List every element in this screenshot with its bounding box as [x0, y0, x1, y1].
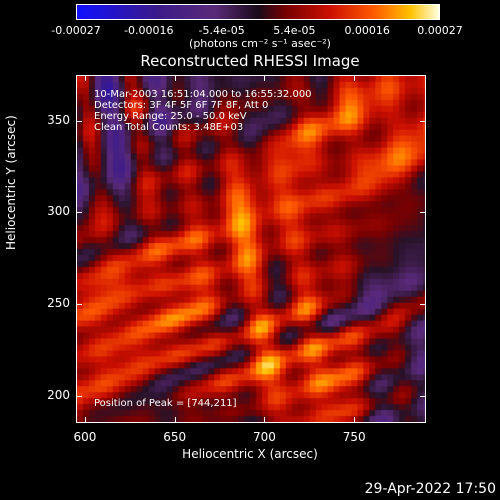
x-tick-mark — [174, 417, 176, 423]
x-axis-label: Heliocentric X (arcsec) — [182, 447, 318, 461]
x-tick-label: 600 — [73, 430, 97, 444]
x-tick-mark — [84, 417, 86, 423]
annotation-time-range: 10-Mar-2003 16:51:04.000 to 16:55:32.000 — [94, 89, 312, 100]
annotation-energy-range: Energy Range: 25.0 - 50.0 keV — [94, 111, 247, 122]
y-tick-label: 250 — [47, 295, 70, 310]
y-tick-mark — [420, 395, 426, 397]
colorbar — [76, 4, 440, 20]
x-tick-mark — [84, 75, 86, 81]
y-tick-mark — [76, 212, 82, 214]
timestamp: 29-Apr-2022 17:50 — [364, 481, 496, 497]
y-tick-mark — [420, 212, 426, 214]
heatmap-image — [77, 76, 425, 422]
colorbar-tick-label: 0.00016 — [344, 24, 390, 37]
x-tick-mark — [354, 417, 356, 423]
colorbar-gradient — [77, 5, 439, 19]
chart-title: Reconstructed RHESSI Image — [140, 52, 360, 70]
y-tick-label: 300 — [47, 204, 70, 219]
plot-area: 10-Mar-2003 16:51:04.000 to 16:55:32.000… — [76, 75, 426, 423]
annotation-peak-position: Position of Peak = [744,211] — [94, 398, 237, 409]
y-tick-label: 350 — [47, 112, 70, 127]
x-tick-mark — [264, 417, 266, 423]
y-axis-label: Heliocentric Y (arcsec) — [4, 115, 18, 250]
x-tick-label: 750 — [342, 430, 366, 444]
y-tick-label: 200 — [47, 387, 70, 402]
x-tick-mark — [174, 75, 176, 81]
y-tick-mark — [76, 303, 82, 305]
colorbar-tick-label: 5.4e-05 — [273, 24, 316, 37]
colorbar-tick-label: -5.4e-05 — [198, 24, 245, 37]
y-tick-mark — [420, 120, 426, 122]
y-tick-mark — [420, 303, 426, 305]
x-tick-mark — [354, 75, 356, 81]
x-tick-label: 650 — [163, 430, 187, 444]
colorbar-unit: (photons cm⁻² s⁻¹ asec⁻²) — [189, 37, 331, 50]
colorbar-tick-label: -0.00027 — [51, 24, 101, 37]
annotation-detectors: Detectors: 3F 4F 5F 6F 7F 8F, Att 0 — [94, 100, 269, 111]
colorbar-tick-label: -0.00016 — [124, 24, 174, 37]
y-tick-mark — [76, 395, 82, 397]
colorbar-tick-label: 0.00027 — [417, 24, 463, 37]
x-tick-label: 700 — [253, 430, 276, 444]
x-tick-mark — [264, 75, 266, 81]
y-tick-mark — [76, 120, 82, 122]
annotation-total-counts: Clean Total Counts: 3.48E+03 — [94, 122, 244, 133]
